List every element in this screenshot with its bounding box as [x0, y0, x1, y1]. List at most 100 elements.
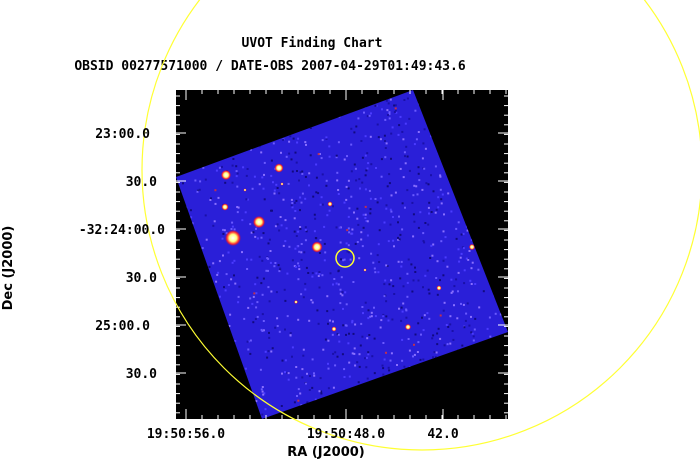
noise-pixel — [384, 156, 387, 159]
noise-pixel — [449, 323, 452, 326]
noise-pixel — [358, 353, 361, 356]
noise-pixel — [341, 353, 344, 356]
noise-pixel — [254, 235, 257, 238]
noise-pixel — [401, 338, 404, 341]
noise-pixel — [320, 157, 323, 160]
noise-pixel — [298, 179, 300, 182]
noise-pixel — [362, 312, 364, 315]
noise-pixel — [303, 251, 306, 254]
noise-pixel — [288, 245, 291, 248]
noise-pixel — [332, 320, 334, 323]
noise-pixel — [460, 302, 462, 305]
noise-pixel — [268, 300, 271, 303]
noise-pixel — [260, 151, 263, 154]
noise-pixel — [215, 280, 218, 283]
noise-pixel — [378, 261, 381, 263]
noise-pixel — [422, 329, 425, 332]
noise-pixel — [250, 258, 253, 261]
noise-pixel — [465, 257, 468, 260]
noise-pixel — [361, 245, 364, 248]
noise-pixel — [367, 309, 370, 312]
noise-pixel — [361, 156, 364, 159]
noise-pixel — [357, 381, 360, 384]
noise-pixel — [278, 229, 281, 232]
noise-pixel — [297, 318, 300, 321]
noise-pixel — [394, 109, 397, 112]
noise-pixel — [417, 131, 420, 133]
noise-pixel — [434, 165, 437, 168]
noise-pixel — [412, 355, 414, 358]
noise-pixel — [271, 347, 274, 350]
noise-pixel — [404, 206, 406, 209]
star — [294, 300, 298, 304]
noise-pixel — [265, 269, 268, 272]
noise-pixel — [353, 352, 356, 355]
noise-pixel — [262, 187, 265, 190]
noise-pixel — [217, 271, 220, 274]
noise-pixel — [246, 258, 248, 261]
noise-pixel — [273, 192, 276, 195]
noise-pixel — [251, 302, 254, 305]
noise-pixel — [401, 202, 404, 205]
noise-pixel — [214, 189, 217, 192]
noise-pixel — [282, 198, 285, 201]
noise-pixel — [295, 376, 298, 379]
star — [327, 201, 333, 207]
noise-pixel — [387, 102, 390, 105]
noise-pixel — [385, 315, 388, 318]
noise-pixel — [422, 232, 425, 235]
noise-pixel — [457, 271, 460, 274]
noise-pixel — [370, 112, 372, 115]
noise-pixel — [212, 224, 215, 227]
noise-pixel — [308, 389, 311, 391]
noise-pixel — [392, 285, 395, 288]
noise-pixel — [372, 261, 375, 264]
noise-pixel — [338, 226, 341, 229]
noise-pixel — [413, 353, 416, 356]
noise-pixel — [348, 332, 350, 335]
noise-pixel — [196, 190, 199, 193]
noise-pixel — [365, 356, 368, 359]
noise-pixel — [318, 271, 321, 274]
noise-pixel — [397, 236, 399, 239]
noise-pixel — [442, 274, 445, 277]
noise-pixel — [221, 165, 223, 168]
noise-pixel — [262, 393, 265, 396]
noise-pixel — [413, 143, 416, 146]
noise-pixel — [273, 265, 276, 268]
noise-pixel — [388, 173, 391, 176]
x-axis-label: RA (J2000) — [287, 445, 365, 460]
noise-pixel — [428, 292, 431, 295]
noise-pixel — [304, 282, 307, 285]
exposure-field — [176, 90, 508, 419]
noise-pixel — [383, 221, 386, 224]
noise-pixel — [332, 308, 335, 311]
noise-pixel — [384, 118, 387, 121]
noise-pixel — [435, 208, 438, 211]
noise-pixel — [280, 224, 283, 227]
noise-pixel — [223, 286, 225, 289]
noise-pixel — [391, 126, 394, 129]
noise-pixel — [373, 337, 376, 340]
noise-pixel — [344, 324, 347, 327]
noise-pixel — [297, 230, 300, 233]
noise-pixel — [283, 288, 286, 291]
noise-pixel — [314, 398, 317, 401]
noise-pixel — [385, 300, 388, 303]
noise-pixel — [354, 167, 357, 170]
noise-pixel — [246, 340, 249, 343]
noise-pixel — [247, 306, 250, 309]
noise-pixel — [365, 366, 368, 369]
noise-pixel — [402, 138, 405, 141]
noise-pixel — [327, 362, 329, 365]
noise-pixel — [299, 392, 302, 395]
noise-pixel — [319, 203, 322, 206]
noise-pixel — [262, 277, 265, 280]
noise-pixel — [374, 315, 377, 318]
noise-pixel — [345, 242, 348, 245]
noise-pixel — [419, 358, 422, 361]
noise-pixel — [258, 255, 261, 258]
noise-pixel — [499, 313, 502, 316]
noise-pixel — [404, 122, 407, 125]
noise-pixel — [388, 112, 391, 115]
